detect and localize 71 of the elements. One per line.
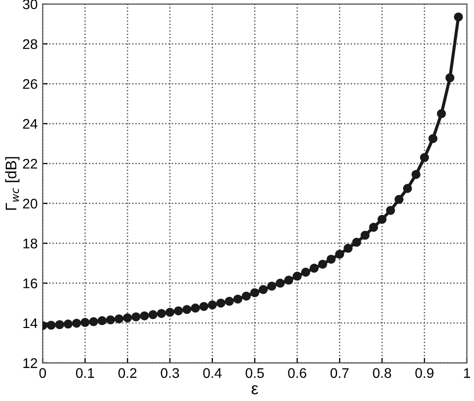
point	[292, 272, 302, 281]
x-tick-label: 1	[464, 368, 470, 378]
point	[72, 318, 82, 328]
point	[344, 244, 353, 253]
x-tick-label: 0.7	[330, 368, 349, 378]
point	[326, 254, 336, 264]
point	[89, 317, 98, 326]
point	[233, 294, 242, 304]
y-tick-label: 28	[23, 39, 38, 50]
x-tick-label: 0.8	[372, 368, 392, 378]
point	[114, 314, 124, 324]
point	[64, 320, 73, 329]
x-tick-label: 0.1	[76, 368, 94, 378]
point	[284, 276, 294, 285]
x-tick-label: 0.4	[203, 368, 222, 378]
point	[216, 298, 226, 308]
point	[190, 304, 200, 313]
point	[122, 313, 132, 322]
y-tick-label: 26	[23, 79, 38, 89]
x-tick-label: 0	[39, 368, 46, 378]
y-tick-label: 12	[23, 358, 38, 368]
point	[199, 302, 208, 311]
point	[301, 268, 310, 277]
x-tick-label: 0.2	[118, 368, 136, 378]
point	[165, 308, 174, 317]
point	[174, 306, 183, 316]
point	[208, 300, 217, 310]
y-axis-title: Γ$_{wc}$ [dB]	[5, 157, 20, 210]
point	[445, 73, 454, 82]
x-tick-label: 0.3	[160, 368, 179, 378]
point	[411, 170, 420, 179]
point	[436, 109, 446, 118]
point	[369, 222, 378, 232]
x-tick-label: 0.5	[246, 368, 264, 378]
point	[182, 304, 192, 314]
x-tick-label: 0.9	[415, 368, 434, 378]
point	[352, 238, 362, 247]
y-tick-label: 20	[23, 198, 38, 209]
point	[454, 12, 463, 22]
point	[258, 285, 268, 294]
point	[250, 288, 260, 298]
point	[394, 194, 404, 204]
point	[55, 320, 64, 330]
point	[386, 206, 396, 215]
point	[80, 318, 90, 327]
point	[428, 134, 438, 144]
point	[310, 264, 319, 273]
point	[46, 320, 56, 330]
y-tick-label: 16	[23, 278, 38, 288]
point	[402, 184, 412, 193]
y-tick-label: 22	[23, 158, 38, 169]
point	[267, 282, 276, 291]
point	[156, 308, 166, 318]
point	[106, 315, 116, 324]
point	[318, 260, 328, 269]
point	[131, 312, 141, 322]
point	[360, 230, 370, 240]
y-tick-label: 24	[23, 118, 38, 129]
x-tick-label: 0.6	[288, 368, 306, 378]
point	[378, 214, 387, 224]
point	[335, 250, 344, 259]
point	[276, 278, 285, 288]
y-tick-label: 18	[23, 238, 38, 248]
x-axis-title: ε	[252, 385, 258, 394]
point	[148, 310, 158, 320]
point	[242, 292, 251, 301]
point	[420, 153, 429, 162]
point	[140, 311, 149, 320]
point	[98, 316, 107, 326]
y-tick-label: 14	[23, 318, 38, 328]
point	[224, 296, 234, 306]
